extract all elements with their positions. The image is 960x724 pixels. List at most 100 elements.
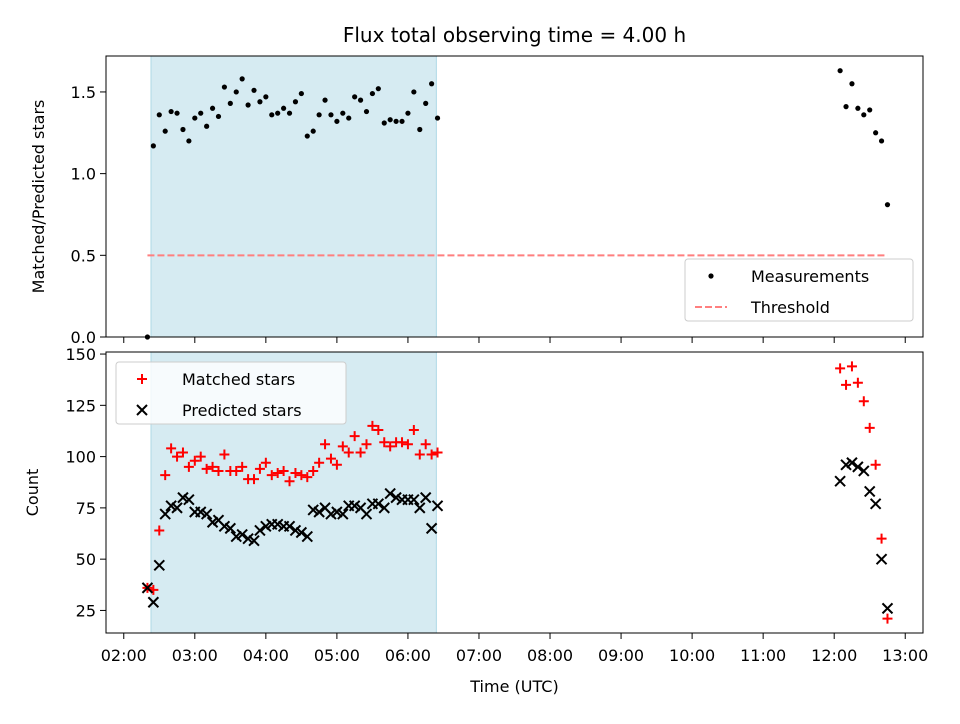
legend-measurement-swatch — [708, 273, 714, 279]
measurement-point — [215, 113, 222, 120]
matched-point — [237, 461, 248, 472]
legend-matched-swatch — [137, 374, 147, 384]
measurement-point — [381, 120, 387, 126]
top-ylabel: Matched/Predicted stars — [29, 100, 48, 294]
matched-point — [278, 465, 289, 476]
matched-point — [314, 457, 325, 468]
top-ytick-label: 0.0 — [71, 328, 96, 347]
predicted-point — [425, 522, 438, 535]
predicted-point — [313, 506, 325, 518]
predicted-point — [864, 485, 876, 498]
top-series-1 — [144, 68, 891, 340]
matched-point — [195, 451, 206, 462]
measurement-point — [352, 94, 358, 100]
bottom-ytick-label: 150 — [65, 345, 96, 364]
predicted-point — [858, 465, 870, 477]
bottom-xtick-label: 02:00 — [101, 646, 147, 665]
predicted-point — [254, 524, 266, 537]
matched-point — [331, 459, 342, 470]
predicted-point — [414, 502, 426, 514]
matched-point — [373, 424, 384, 435]
bottom-ytick-label: 100 — [65, 448, 96, 467]
measurement-point — [375, 86, 381, 92]
matched-point — [207, 461, 218, 472]
matched-point — [858, 396, 869, 407]
matched-point — [231, 465, 242, 476]
matched-point — [343, 447, 354, 458]
predicted-point — [846, 457, 858, 469]
measurement-point — [239, 76, 245, 82]
bottom-xtick-label: 09:00 — [598, 646, 644, 665]
matched-point — [385, 441, 396, 452]
matched-point — [201, 463, 212, 474]
matched-point — [189, 455, 200, 466]
top-ytick-label: 1.5 — [71, 83, 96, 102]
matched-point — [379, 437, 390, 448]
measurement-point — [417, 126, 423, 133]
measurement-point — [316, 112, 322, 118]
measurement-point — [399, 118, 405, 124]
predicted-point — [141, 582, 154, 594]
matched-point — [166, 443, 177, 454]
measurement-point — [186, 138, 192, 144]
matched-point — [284, 476, 295, 487]
top-ytick-label: 0.5 — [71, 246, 96, 265]
bottom-axes-frame — [105, 351, 924, 634]
measurement-point — [867, 107, 873, 113]
top-legend: Measurements Threshold — [684, 258, 914, 322]
bottom-ytick-label: 25 — [76, 601, 96, 620]
bottom-series-2 — [141, 457, 894, 615]
measurement-point — [209, 105, 216, 111]
panel-top: 0.0 0.5 1.0 1.5 Matched/Predicted stars Measu… — [29, 55, 924, 347]
matched-point — [320, 439, 331, 450]
measurement-point — [405, 110, 411, 116]
bottom-xtick-label: 06:00 — [385, 646, 431, 665]
measurement-point — [198, 110, 204, 116]
matched-point — [408, 424, 419, 435]
bottom-xtick-label: 12:00 — [811, 646, 857, 665]
measurement-point — [263, 94, 269, 100]
matched-point — [426, 449, 437, 460]
bottom-xtick-label: 13:00 — [882, 646, 928, 665]
measurement-point — [310, 128, 316, 134]
predicted-point — [360, 508, 373, 520]
matched-point — [414, 449, 425, 460]
bottom-ytick-label: 50 — [76, 550, 96, 569]
matched-point — [432, 447, 443, 458]
legend-label: Measurements — [751, 267, 869, 286]
measurement-point — [281, 105, 287, 111]
measurement-point — [192, 115, 198, 121]
measurement-point — [156, 112, 162, 118]
measurement-point — [221, 84, 228, 90]
predicted-point — [248, 534, 260, 547]
bottom-xtick-label: 03:00 — [172, 646, 218, 665]
predicted-point — [408, 493, 420, 506]
matched-point — [290, 468, 301, 479]
measurement-point — [251, 87, 257, 93]
panel-bottom: 25 50 75 100 125 150 02:00 03:00 04:00 05:00 06:00… — [23, 345, 928, 696]
predicted-point — [283, 520, 296, 533]
top-legend-box — [684, 258, 914, 322]
predicted-point — [419, 491, 432, 504]
top-axes-frame — [105, 55, 924, 338]
measurement-point — [363, 108, 370, 115]
matched-point — [864, 422, 875, 433]
matched-point — [308, 465, 319, 476]
matched-point — [349, 431, 360, 442]
matched-point — [160, 470, 171, 481]
bottom-ytick-label: 75 — [76, 499, 96, 518]
legend-label: Threshold — [750, 298, 830, 317]
matched-point — [177, 447, 188, 458]
predicted-point — [834, 475, 846, 487]
measurement-point — [393, 118, 399, 124]
measurement-point — [434, 115, 441, 121]
predicted-point — [147, 596, 160, 608]
matched-point — [266, 470, 277, 481]
predicted-point — [431, 500, 444, 512]
measurement-point — [423, 100, 429, 106]
figure-title: Flux total observing time = 4.00 h — [343, 23, 686, 47]
measurement-point — [304, 133, 310, 139]
measurement-point — [204, 123, 210, 129]
matched-point — [367, 420, 378, 431]
